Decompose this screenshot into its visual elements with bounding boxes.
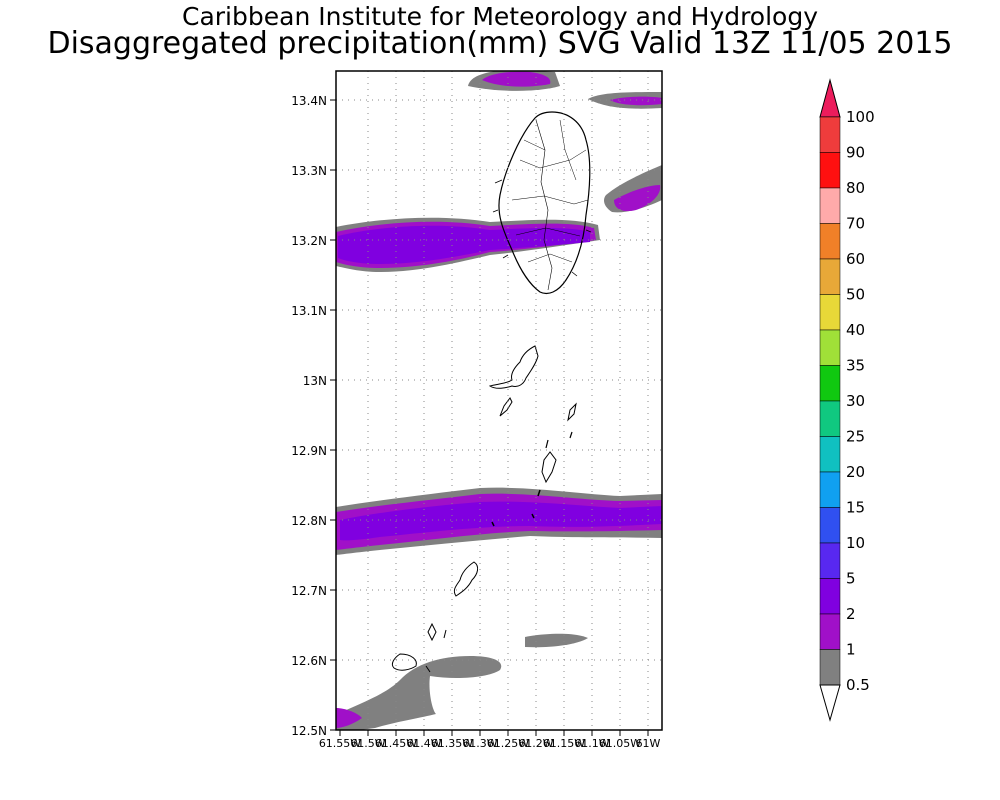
colorbar-label: 70 — [846, 215, 865, 233]
colorbar-swatch — [819, 365, 841, 402]
colorbar-label: 50 — [846, 286, 865, 304]
precip-band-south — [336, 487, 662, 555]
colorbar-swatch — [819, 294, 841, 331]
precip-gray-patches — [336, 633, 588, 730]
chart-title: Caribbean Institute for Meteorology and … — [182, 2, 818, 31]
lon-label: 61.5W — [350, 737, 385, 750]
lat-label: 12.8N — [291, 514, 327, 528]
lat-label: 13.3N — [291, 164, 327, 178]
precip-band-north — [336, 217, 600, 272]
lon-label: 61.25W — [487, 737, 529, 750]
lon-label: 61.3W — [462, 737, 497, 750]
colorbar-label: 20 — [846, 463, 865, 481]
colorbar-bottom-arrow — [819, 684, 841, 722]
colorbar-label: 90 — [846, 144, 865, 162]
lon-label: 61.1W — [574, 737, 609, 750]
colorbar-swatch — [819, 436, 841, 473]
lon-label: 61.15W — [543, 737, 585, 750]
lat-label: 12.9N — [291, 444, 327, 458]
colorbar-swatch — [819, 258, 841, 295]
lon-label: 61.2W — [518, 737, 553, 750]
colorbar-top-arrow — [819, 78, 841, 118]
colorbar-swatch — [819, 187, 841, 224]
colorbar-swatch — [819, 471, 841, 508]
lon-label: 61.4W — [406, 737, 441, 750]
colorbar-label: 0.5 — [846, 676, 870, 694]
colorbar-swatch — [819, 400, 841, 437]
lat-label: 13.1N — [291, 304, 327, 318]
map-frame — [335, 70, 663, 731]
colorbar-label: 15 — [846, 499, 865, 517]
precip-band-east — [604, 165, 662, 213]
colorbar-swatch — [819, 542, 841, 579]
lat-axis: 13.4N 13.3N 13.2N 13.1N 13N 12.9N 12.8N … — [291, 94, 336, 738]
colorbar-label: 100 — [846, 108, 875, 126]
colorbar-label: 10 — [846, 534, 865, 552]
colorbar-swatch — [819, 613, 841, 650]
lat-label: 13.2N — [291, 234, 327, 248]
colorbar-swatch — [819, 329, 841, 366]
lon-label: 61.55W — [319, 737, 361, 750]
colorbar-label: 5 — [846, 570, 856, 588]
colorbar-swatch — [819, 507, 841, 544]
lon-label: 61.45W — [375, 737, 417, 750]
lon-label: 61.35W — [431, 737, 473, 750]
lat-label: 13.4N — [291, 94, 327, 108]
lon-label: 61.05W — [599, 737, 641, 750]
colorbar-label: 80 — [846, 179, 865, 197]
lon-label: 61W — [636, 737, 661, 750]
colorbar-label: 40 — [846, 321, 865, 339]
map-area — [336, 71, 662, 730]
colorbar-swatch — [819, 152, 841, 189]
lat-label: 12.5N — [291, 724, 327, 738]
colorbar-label: 60 — [846, 250, 865, 268]
colorbar-label: 30 — [846, 392, 865, 410]
island-carriacou — [391, 561, 479, 673]
lat-label: 12.7N — [291, 584, 327, 598]
lat-label: 13N — [303, 374, 327, 388]
colorbar-label: 35 — [846, 357, 865, 375]
colorbar-label: 2 — [846, 605, 856, 623]
lat-label: 12.6N — [291, 654, 327, 668]
colorbar-swatch — [819, 649, 841, 686]
colorbar-swatch — [819, 223, 841, 260]
island-grenadines — [488, 345, 577, 527]
colorbar: 100 90 80 70 60 50 40 35 30 25 20 15 10 … — [819, 78, 875, 722]
lon-axis: 61.55W 61.5W 61.45W 61.4W 61.35W 61.3W 6… — [319, 730, 661, 750]
chart-subtitle: Disaggregated precipitation(mm) SVG Vali… — [47, 26, 953, 61]
colorbar-swatch — [819, 116, 841, 153]
island-saint-vincent — [492, 111, 592, 295]
colorbar-label: 1 — [846, 641, 856, 659]
colorbar-swatch — [819, 578, 841, 615]
map-gridlines — [336, 71, 662, 730]
colorbar-label: 25 — [846, 428, 865, 446]
